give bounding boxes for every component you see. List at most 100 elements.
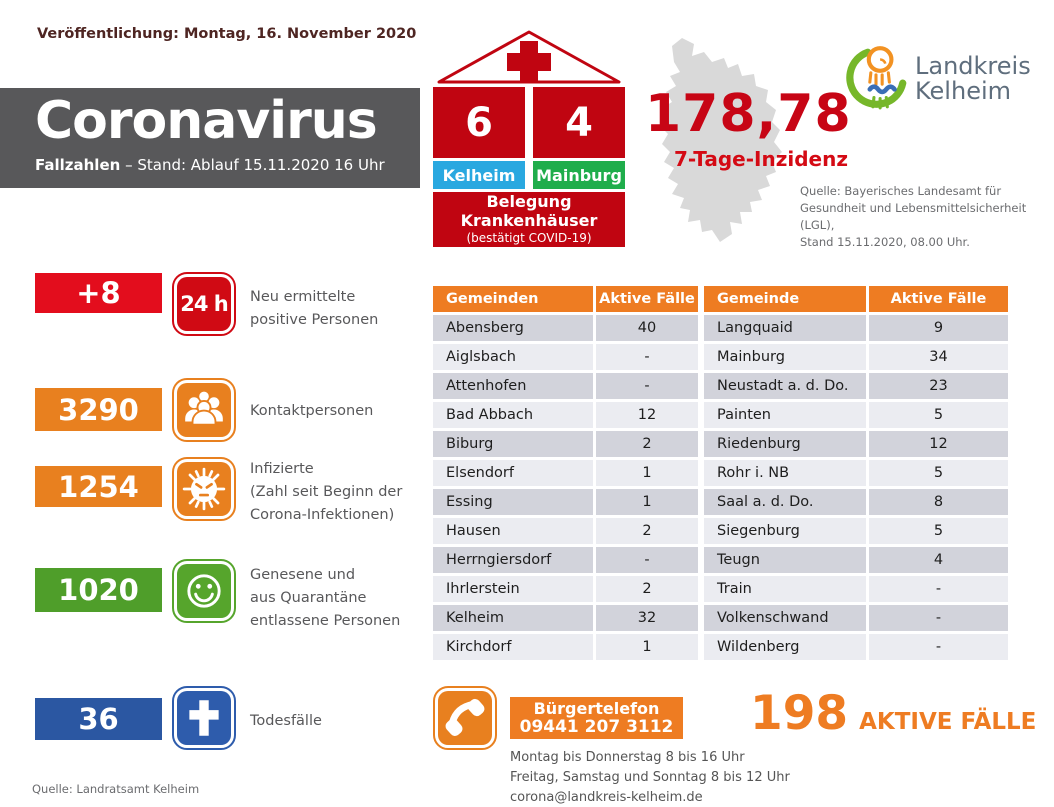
hospital-caption-title: Belegung Krankenhäuser — [460, 192, 598, 230]
contacts-label: Kontaktpersonen — [250, 403, 374, 419]
logo-line1: Landkreis — [915, 52, 1031, 80]
lgl-source-note: Quelle: Bayerisches Landesamt für Gesund… — [800, 183, 1054, 251]
table-cell-active-cases: 1 — [596, 634, 698, 660]
new-cases-label: Neu ermittelte positive Personen — [250, 289, 379, 328]
infected-value: 1254 — [58, 469, 139, 504]
active-cases-total: 198 AKTIVE FÄLLE — [750, 686, 1036, 741]
column-header-aktive-faelle: Aktive Fälle — [869, 286, 1008, 312]
column-header-gemeinde: Gemeinde — [704, 286, 866, 312]
hospital-occupancy-graphic: 6 4 Kelheim Mainburg Belegung Krankenhäu… — [433, 25, 625, 309]
kelheim-bed-value: 6 — [465, 99, 493, 146]
kelheim-label-text: Kelheim — [442, 165, 516, 185]
table-cell-active-cases: 2 — [596, 431, 698, 457]
table-cell-gemeinde: Kelheim — [433, 605, 593, 631]
table-cell-gemeinde: Teugn — [704, 547, 866, 573]
table-cell-gemeinde: Rohr i. NB — [704, 460, 866, 486]
gemeinden-table-right: Gemeinde Aktive Fälle Langquaid 9 Mainburg… — [704, 286, 1008, 660]
hotline-box: Bürgertelefon 09441 207 3112 — [510, 697, 683, 739]
table-cell-gemeinde: Herrngiersdorf — [433, 547, 593, 573]
infected-label: Infizierte (Zahl seit Beginn der Corona-… — [250, 461, 403, 523]
table-cell-active-cases: 12 — [869, 431, 1008, 457]
table-cell-gemeinde: Volkenschwand — [704, 605, 866, 631]
recovered-label: Genesene und aus Quarantäne entlassene P… — [250, 567, 401, 629]
table-cell-gemeinde: Wildenberg — [704, 634, 866, 660]
table-cell-gemeinde: Riedenburg — [704, 431, 866, 457]
table-cell-gemeinde: Painten — [704, 402, 866, 428]
new-cases-value: +8 — [76, 276, 121, 310]
table-cell-active-cases: 9 — [869, 315, 1008, 341]
red-cross-icon — [507, 41, 551, 82]
table-cell-active-cases: 5 — [869, 518, 1008, 544]
contact-persons-icon — [172, 378, 236, 442]
table-cell-gemeinde: Hausen — [433, 518, 593, 544]
title-banner: Coronavirus Fallzahlen – Stand: Ablauf 1… — [0, 88, 420, 188]
active-cases-value: 198 — [750, 686, 849, 741]
hotline-email: corona@landkreis-kelheim.de — [510, 790, 703, 805]
mainburg-hospital-label: Mainburg — [533, 161, 625, 189]
table-cell-active-cases: 1 — [596, 489, 698, 515]
deaths-label: Todesfälle — [250, 713, 322, 729]
deaths-value: 36 — [78, 702, 119, 736]
table-cell-active-cases: 4 — [869, 547, 1008, 573]
table-cell-gemeinde: Essing — [433, 489, 593, 515]
table-cell-gemeinde: Abensberg — [433, 315, 593, 341]
hospital-roof-icon — [437, 30, 621, 84]
recovered-value: 1020 — [58, 573, 139, 607]
virus-icon — [172, 457, 236, 521]
24h-icon-text: 24 h — [180, 292, 228, 316]
deaths-value-box: 36 — [35, 698, 162, 740]
hotline-phone-number: 09441 207 3112 — [519, 717, 674, 737]
table-cell-active-cases: 23 — [869, 373, 1008, 399]
table-cell-gemeinde: Aiglsbach — [433, 344, 593, 370]
landkreis-kelheim-logo: Landkreis Kelheim — [843, 42, 1031, 114]
table-cell-gemeinde: Train — [704, 576, 866, 602]
table-cell-active-cases: 8 — [869, 489, 1008, 515]
hotline-label: Bürgertelefon — [533, 699, 660, 718]
banner-subtitle-rest: – Stand: Ablauf 15.11.2020 16 Uhr — [120, 156, 385, 174]
new-cases-value-box: +8 — [35, 273, 162, 313]
hotline-hours-line: Montag bis Donnerstag 8 bis 16 Uhr — [510, 750, 745, 765]
mainburg-bed-count: 4 — [533, 87, 625, 158]
table-cell-gemeinde: Ihrlerstein — [433, 576, 593, 602]
table-cell-active-cases: - — [596, 344, 698, 370]
mainburg-label-text: Mainburg — [536, 165, 622, 185]
active-cases-label: AKTIVE FÄLLE — [859, 709, 1037, 735]
table-cell-active-cases: - — [869, 634, 1008, 660]
kelheim-bed-count: 6 — [433, 87, 525, 158]
district-map — [660, 38, 782, 242]
banner-subtitle-bold: Fallzahlen — [35, 156, 121, 174]
table-cell-active-cases: 32 — [596, 605, 698, 631]
table-cell-gemeinde: Bad Abbach — [433, 402, 593, 428]
gemeinden-table-left: Gemeinden Aktive Fälle Abensberg 40 Aiglsb… — [433, 286, 698, 660]
table-cell-gemeinde: Mainburg — [704, 344, 866, 370]
logo-emblem-icon — [846, 46, 907, 110]
page-title: Coronavirus — [35, 91, 378, 151]
column-header-gemeinden: Gemeinden — [433, 286, 593, 312]
table-cell-active-cases: 40 — [596, 315, 698, 341]
table-cell-gemeinde: Siegenburg — [704, 518, 866, 544]
table-cell-gemeinde: Saal a. d. Do. — [704, 489, 866, 515]
phone-icon — [433, 686, 497, 750]
table-cell-active-cases: 34 — [869, 344, 1008, 370]
table-cell-active-cases: - — [596, 547, 698, 573]
infected-value-box: 1254 — [35, 466, 162, 507]
lgl-source-line: Gesundheit und Lebensmittelsicherheit (L… — [800, 201, 1027, 232]
table-cell-gemeinde: Kirchdorf — [433, 634, 593, 660]
footer-source: Quelle: Landratsamt Kelheim — [32, 782, 200, 796]
table-cell-active-cases: - — [869, 605, 1008, 631]
smiley-icon — [172, 559, 236, 623]
lgl-source-line: Quelle: Bayerisches Landesamt für — [800, 184, 1002, 198]
table-cell-gemeinde: Attenhofen — [433, 373, 593, 399]
recovered-value-box: 1020 — [35, 568, 162, 612]
incidence-value: 178,78 — [645, 84, 852, 144]
table-cell-active-cases: 2 — [596, 518, 698, 544]
hotline-hours-line: Freitag, Samstag und Sonntag 8 bis 12 Uh… — [510, 770, 790, 785]
hospital-caption: Belegung Krankenhäuser (bestätigt COVID-… — [433, 192, 625, 247]
mainburg-bed-value: 4 — [565, 99, 593, 146]
hospital-caption-note: (bestätigt COVID-19) — [466, 230, 592, 245]
column-header-aktive-faelle: Aktive Fälle — [596, 286, 698, 312]
table-cell-active-cases: 5 — [869, 460, 1008, 486]
table-cell-gemeinde: Neustadt a. d. Do. — [704, 373, 866, 399]
table-cell-gemeinde: Elsendorf — [433, 460, 593, 486]
